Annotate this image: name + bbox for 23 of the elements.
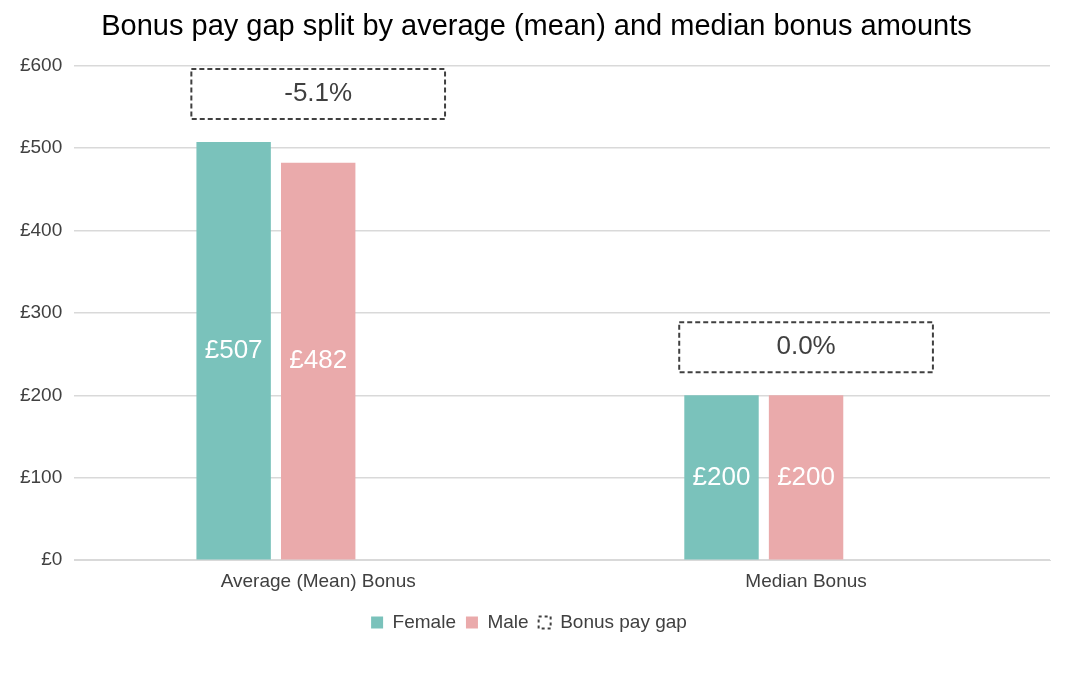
x-tick-label: Median Bonus <box>745 569 867 591</box>
y-tick-label: £400 <box>19 218 63 240</box>
data-label: £482 <box>289 344 348 375</box>
data-label: £507 <box>204 333 263 364</box>
x-tick-label: Average (Mean) Bonus <box>220 569 416 591</box>
y-tick-label: £600 <box>19 53 63 75</box>
annotation: 0.0% <box>776 330 836 361</box>
bar <box>684 395 759 560</box>
y-tick-label: £100 <box>19 465 63 487</box>
bar <box>196 142 271 560</box>
annotation: -5.1% <box>284 77 353 108</box>
data-label: £200 <box>777 460 835 491</box>
chart-title: Bonus pay gap split by average (mean) and median bonus amounts <box>100 8 973 42</box>
y-tick-label: £200 <box>19 383 63 405</box>
legend-label: Male <box>487 610 529 632</box>
bar <box>280 162 356 560</box>
y-tick-label: £500 <box>19 136 63 158</box>
bar <box>768 395 844 560</box>
y-tick-label: £0 <box>41 548 63 570</box>
legend-label: Bonus pay gap <box>560 610 687 632</box>
y-tick-label: £300 <box>19 301 63 323</box>
data-label: £200 <box>692 460 751 491</box>
legend-label: Female <box>392 610 456 632</box>
